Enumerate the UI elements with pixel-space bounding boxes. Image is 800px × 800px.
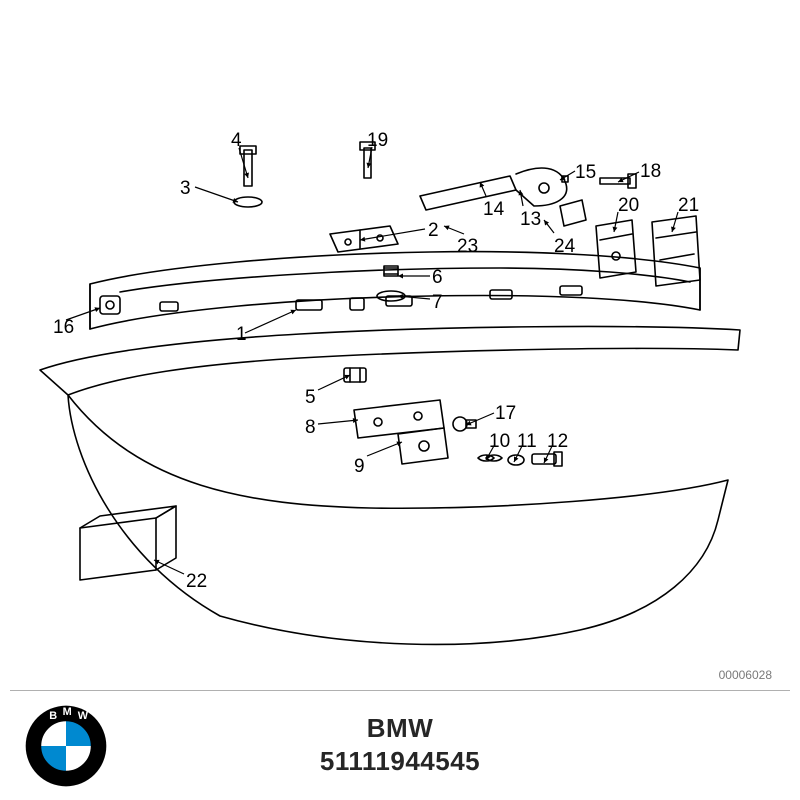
part-16 — [100, 296, 120, 314]
callout-7: 7 — [432, 293, 443, 312]
diagram-svg — [0, 0, 800, 690]
parts-diagram: 123456789101112131415161718192021222324 … — [0, 0, 800, 690]
callout-24: 24 — [554, 237, 575, 256]
brand-name: BMW — [320, 713, 480, 744]
bumper-beam — [90, 252, 700, 329]
bmw-logo: B M W — [24, 704, 108, 788]
callout-19: 19 — [367, 131, 388, 150]
callout-16: 16 — [53, 318, 74, 337]
callout-22: 22 — [186, 572, 207, 591]
part-10-spring — [478, 455, 502, 461]
callout-13: 13 — [520, 210, 541, 229]
callout-5: 5 — [305, 388, 316, 407]
callout-11: 11 — [517, 432, 537, 451]
part-3-washer — [234, 197, 262, 207]
callout-3: 3 — [180, 179, 191, 198]
part-number: 51111944545 — [320, 746, 480, 777]
callout-6: 6 — [432, 268, 443, 287]
callout-2: 2 — [428, 221, 439, 240]
callout-17: 17 — [495, 404, 516, 423]
svg-text:M: M — [63, 706, 72, 718]
part-21-bracket — [652, 216, 700, 286]
callout-4: 4 — [231, 131, 242, 150]
drawing-reference: 00006028 — [719, 668, 772, 682]
bumper-cover-outline — [40, 327, 740, 645]
callout-8: 8 — [305, 418, 316, 437]
part-6-nut — [384, 266, 398, 276]
callout-10: 10 — [489, 432, 510, 451]
callout-21: 21 — [678, 196, 699, 215]
svg-text:W: W — [78, 710, 89, 722]
part-9-block — [398, 428, 448, 464]
callout-15: 15 — [575, 163, 596, 182]
part-4-bolt — [240, 146, 256, 186]
callout-23: 23 — [457, 237, 478, 256]
svg-text:B: B — [49, 710, 57, 722]
part-24-bracket — [560, 200, 586, 226]
footer: B M W BMW 51111944545 — [0, 690, 800, 800]
callout-14: 14 — [483, 200, 504, 219]
footer-text: BMW 51111944545 — [320, 713, 480, 777]
callout-1: 1 — [236, 325, 247, 344]
part-22-box — [80, 506, 176, 580]
callout-18: 18 — [640, 162, 661, 181]
part-8-plate — [354, 400, 444, 438]
callout-9: 9 — [354, 457, 365, 476]
callout-12: 12 — [547, 432, 568, 451]
footer-rule — [10, 690, 790, 691]
callout-20: 20 — [618, 196, 639, 215]
part-17 — [453, 417, 476, 431]
